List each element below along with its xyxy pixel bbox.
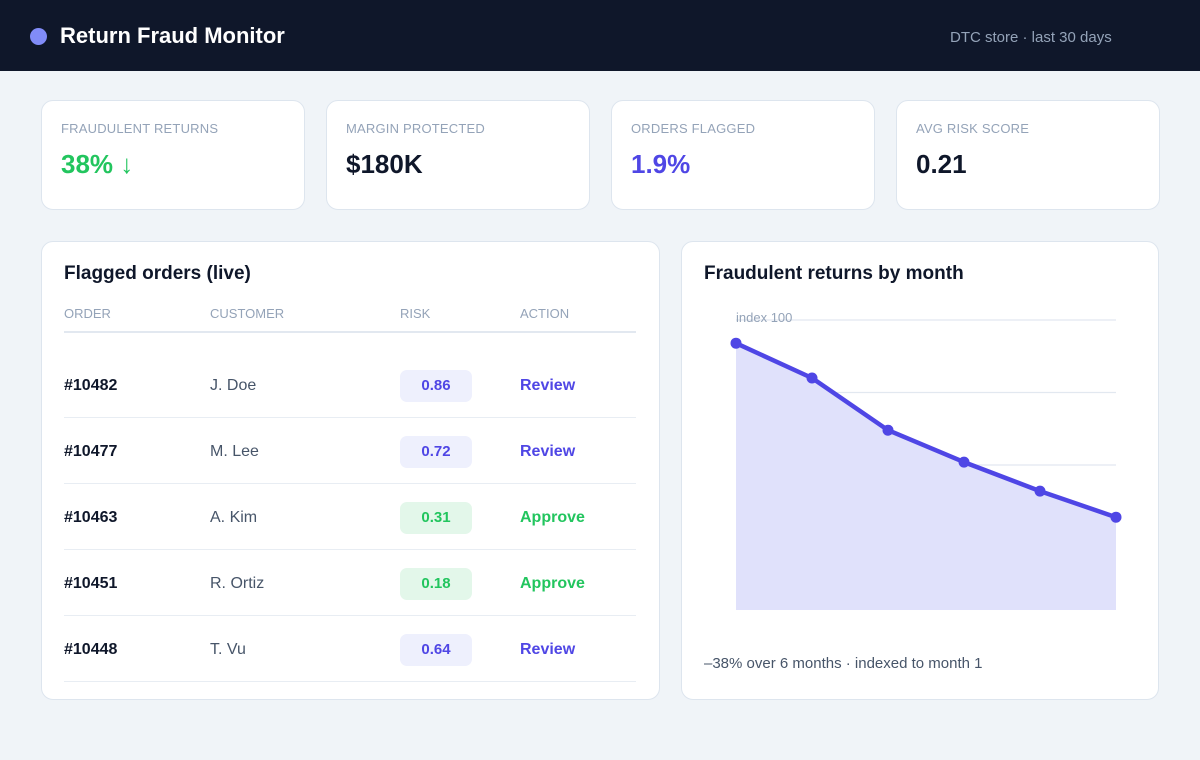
column-header-order: ORDER [64,306,111,321]
risk-badge: 0.64 [400,634,472,666]
risk-badge: 0.86 [400,370,472,402]
kpi-value: 0.21 [916,149,967,179]
table-row: #10451 R. Ortiz 0.18 Approve [64,550,636,616]
data-point [1110,511,1122,523]
app-title: Return Fraud Monitor [60,23,285,48]
data-point [958,456,970,468]
kpi-label: ORDERS FLAGGED [631,121,756,136]
brand-dot-icon [30,28,47,45]
order-id[interactable]: #10463 [64,509,118,526]
column-header-customer: CUSTOMER [210,306,285,321]
action-link[interactable]: Approve [520,509,585,526]
action-link[interactable]: Review [520,377,576,394]
top-bar: Return Fraud Monitor DTC store · last 30… [0,0,1200,71]
kpi-value: 38% ↓ [61,149,134,179]
customer-name: R. Ortiz [210,575,265,592]
risk-badge: 0.72 [400,436,472,468]
risk-badge: 0.18 [400,568,472,600]
kpi-fraudulent-returns: FRAUDULENT RETURNS 38% ↓ [41,100,305,210]
column-header-risk: RISK [400,306,431,321]
action-link[interactable]: Review [520,641,576,658]
customer-name: A. Kim [210,509,258,526]
data-point [730,337,742,349]
flagged-orders-card: Flagged orders (live) [41,241,660,700]
scope-label: DTC store · last 30 days [950,29,1112,46]
kpi-avg-risk-score: AVG RISK SCORE 0.21 [896,100,1160,210]
table-row: #10482 J. Doe 0.86 Review [64,352,636,418]
kpi-value: 1.9% [631,149,691,179]
kpi-value: $180K [346,149,423,179]
order-id[interactable]: #10448 [64,641,118,658]
area-fill [736,343,1116,610]
table-row: #10463 A. Kim 0.31 Approve [64,484,636,550]
chart-title: Fraudulent returns by month [704,263,964,284]
data-point [882,424,894,436]
chart-footnote: –38% over 6 months · indexed to month 1 [704,655,983,672]
y-tick-label: index 100 [736,310,792,325]
customer-name: J. Doe [210,377,257,394]
order-id[interactable]: #10482 [64,377,118,394]
table-row: #10448 T. Vu 0.64 Review [64,616,636,682]
kpi-orders-flagged: ORDERS FLAGGED 1.9% [611,100,875,210]
data-point [1034,485,1046,497]
table-header-divider [64,331,636,333]
kpi-label: AVG RISK SCORE [916,121,1030,136]
customer-name: M. Lee [210,443,259,460]
action-link[interactable]: Approve [520,575,585,592]
customer-name: T. Vu [210,641,246,658]
data-point [806,372,818,384]
series-line [733,340,1119,520]
risk-badge: 0.31 [400,502,472,534]
column-header-action: ACTION [520,306,570,321]
table-row: #10477 M. Lee 0.72 Review [64,418,636,484]
kpi-margin-protected: MARGIN PROTECTED $180K [326,100,590,210]
kpi-label: MARGIN PROTECTED [346,121,485,136]
action-link[interactable]: Review [520,443,576,460]
kpi-label: FRAUDULENT RETURNS [61,121,219,136]
order-id[interactable]: #10451 [64,575,118,592]
card-title: Flagged orders (live) [64,263,251,284]
order-id[interactable]: #10477 [64,443,118,460]
